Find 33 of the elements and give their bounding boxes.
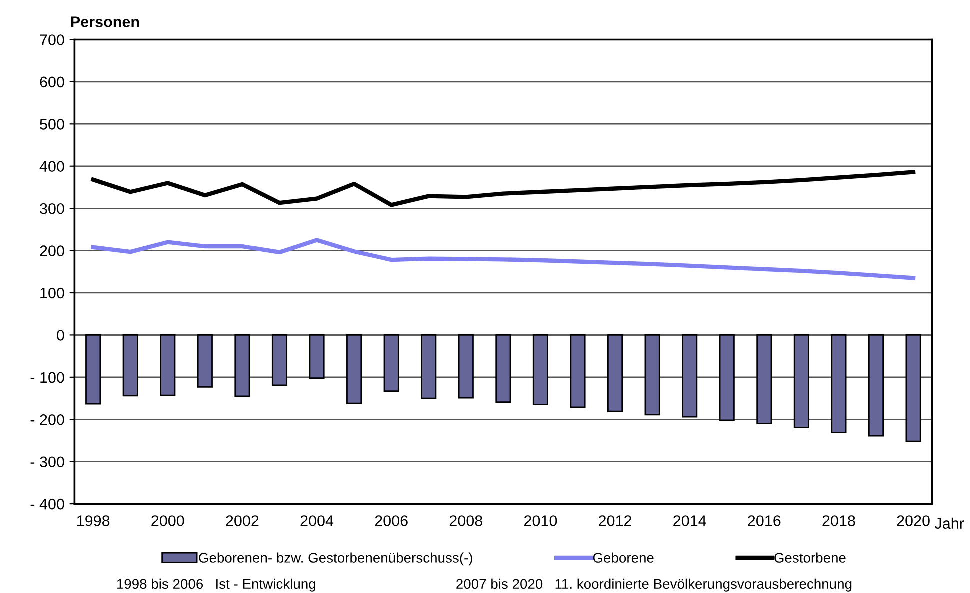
y-tick-label: - 200 [30, 414, 64, 426]
text: 1998 bis 2006 Ist - Entwicklung [117, 578, 316, 592]
x-tick-label: 2004 [300, 516, 334, 526]
x-tick-label: 2016 [748, 516, 781, 526]
y-tick-label: - 400 [30, 498, 64, 510]
x-tick-label: 2018 [822, 516, 856, 526]
y-tick-label: 300 [40, 203, 64, 214]
text: 2007 bis 2020 11. koordinierte Bevölkerungsvorausberechnung [456, 578, 852, 592]
y-tick-label: 500 [40, 119, 64, 130]
line-series [91, 170, 916, 208]
x-tick-label: 2014 [674, 516, 706, 526]
x-tick-label: 2000 [152, 516, 184, 526]
y-tick-label: 200 [40, 246, 64, 256]
x-tick-label: 1998 [78, 516, 110, 526]
legend-label: Geborene [593, 552, 654, 563]
y-tick-label: 700 [40, 34, 64, 46]
y-tick-label: - 100 [30, 372, 64, 384]
x-tick-label: 2012 [599, 516, 632, 526]
x-tick-label: 2020 [897, 516, 930, 526]
y-tick-label: 400 [40, 161, 64, 172]
y-tick-label: - 300 [30, 456, 64, 468]
x-tick-label: 2010 [524, 516, 558, 526]
x-axis-title: Jahr [934, 518, 964, 530]
y-tick-label: 100 [40, 288, 64, 299]
y-axis-title: Personen [71, 16, 140, 28]
line-series [91, 238, 916, 280]
legend-label: Gestorbene [774, 552, 846, 563]
x-tick-label: 2008 [450, 516, 482, 526]
y-tick-label: 0 [57, 330, 64, 341]
x-tick-label: 2002 [226, 516, 259, 526]
y-tick-label: 600 [40, 76, 64, 88]
x-tick-label: 2006 [375, 516, 408, 526]
legend-label: Geborenen- bzw. Gestorbenenüberschuss(-) [199, 552, 472, 566]
